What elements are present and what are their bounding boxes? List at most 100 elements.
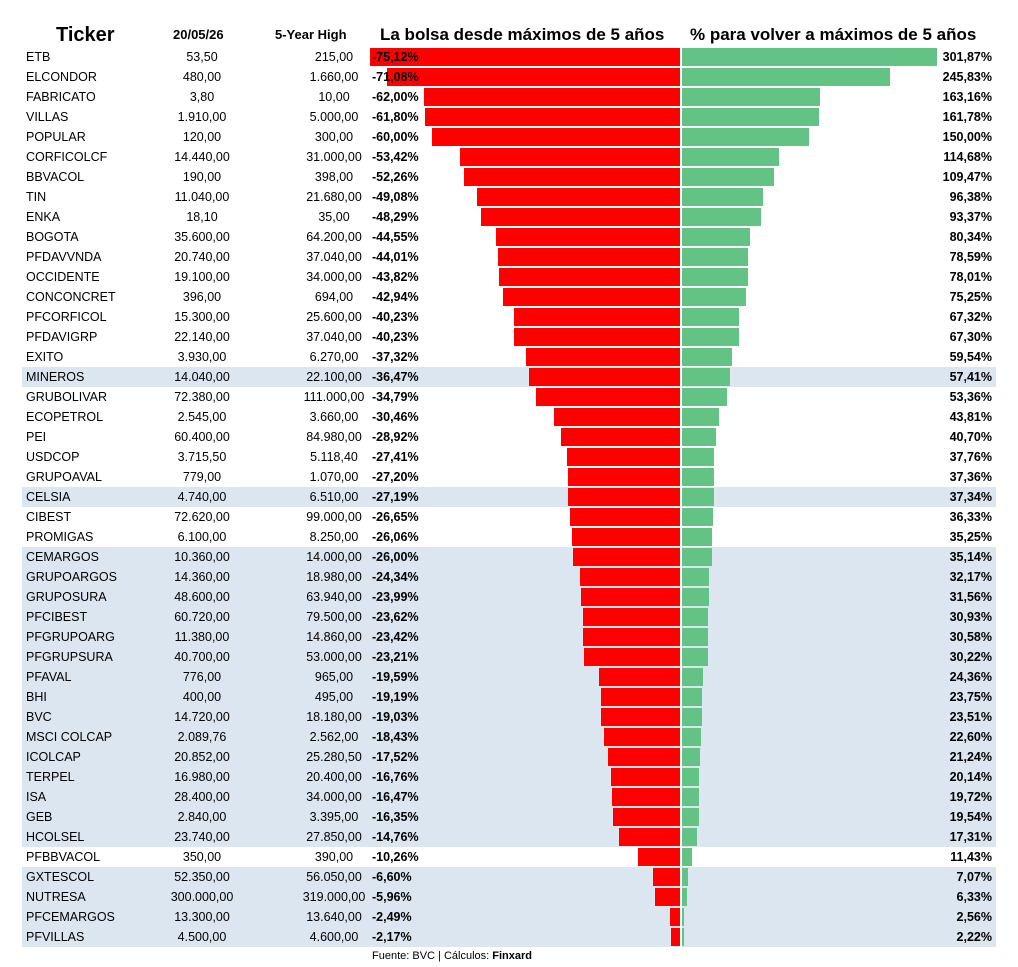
drawdown-label: -23,42% [372,630,419,644]
drawdown-bar [554,408,680,426]
recovery-bar [682,568,710,586]
ticker-cell: CEMARGOS [26,550,99,564]
price-cell: 1.910,00 [177,110,227,124]
drawdown-label: -37,32% [372,350,419,364]
drawdown-bar [464,168,680,186]
ticker-cell: OCCIDENTE [26,270,100,284]
five-year-high-cell: 10,00 [318,90,350,104]
drawdown-bar [610,768,680,786]
recovery-bar [682,748,700,766]
recovery-label: 78,01% [949,270,992,284]
drawdown-label: -28,92% [372,430,419,444]
recovery-label: 245,83% [942,70,992,84]
recovery-bar [682,208,761,226]
recovery-bar [682,908,685,926]
drawdown-bar [671,928,680,946]
table-row: PFGRUPOARG 11.380,00 14.860,00 -23,42% 30,58… [22,627,996,647]
recovery-label: 23,51% [949,710,992,724]
price-cell: 14.360,00 [174,570,230,584]
drawdown-label: -18,43% [372,730,419,744]
recovery-bar [682,468,714,486]
price-cell: 28.400,00 [174,790,230,804]
price-cell: 779,00 [182,470,222,484]
drawdown-label: -24,34% [372,570,419,584]
five-year-high-cell: 6.270,00 [309,350,359,364]
recovery-label: 301,87% [942,50,992,64]
ticker-cell: PFGRUPOARG [26,630,115,644]
drawdown-bar [424,88,680,106]
drawdown-bar [498,248,680,266]
five-year-high-cell: 18.980,00 [306,570,362,584]
drawdown-bar [607,748,680,766]
recovery-bar [682,288,746,306]
drawdown-bar [601,708,680,726]
drawdown-bar [513,328,680,346]
five-year-high-cell: 4.600,00 [309,930,359,944]
price-cell: 72.620,00 [174,510,230,524]
drawdown-bar [536,388,680,406]
drawdown-label: -5,96% [372,890,412,904]
drawdown-label: -71,08% [372,70,419,84]
ticker-cell: TERPEL [26,770,75,784]
table-row: PFGRUPSURA 40.700,00 53.000,00 -23,21% 30,22… [22,647,996,667]
ticker-cell: PFBBVACOL [26,850,101,864]
five-year-high-cell: 18.180,00 [306,710,362,724]
drawdown-label: -14,76% [372,830,419,844]
recovery-bar [682,448,714,466]
recovery-bar [682,768,699,786]
five-year-high-cell: 79.500,00 [306,610,362,624]
table-row: PFDAVVNDA 20.740,00 37.040,00 -44,01% 78,59% [22,247,996,267]
recovery-bar [682,268,748,286]
table-row: TERPEL 16.980,00 20.400,00 -16,76% 20,14% [22,767,996,787]
drawdown-bar [567,468,680,486]
recovery-bar [682,868,688,886]
recovery-bar [682,308,739,326]
recovery-label: 2,22% [956,930,992,944]
ticker-cell: PFGRUPSURA [26,650,113,664]
ticker-cell: NUTRESA [26,890,86,904]
recovery-bar [682,48,937,66]
price-cell: 120,00 [182,130,222,144]
table-row: CONCONCRET 396,00 694,00 -42,94% 75,25% [22,287,996,307]
five-year-high-cell: 84.980,00 [306,430,362,444]
recovery-label: 31,56% [949,590,992,604]
drawdown-label: -49,08% [372,190,419,204]
recovery-label: 43,81% [949,410,992,424]
table-row: PFCORFICOL 15.300,00 25.600,00 -40,23% 67,32… [22,307,996,327]
recovery-bar [682,488,714,506]
price-cell: 190,00 [182,170,222,184]
table-row: ECOPETROL 2.545,00 3.660,00 -30,46% 43,81% [22,407,996,427]
table-row: ENKA 18,10 35,00 -48,29% 93,37% [22,207,996,227]
table-row: ICOLCAP 20.852,00 25.280,50 -17,52% 21,24% [22,747,996,767]
drawdown-label: -52,26% [372,170,419,184]
recovery-label: 32,17% [949,570,992,584]
price-cell: 16.980,00 [174,770,230,784]
drawdown-label: -27,41% [372,450,419,464]
ticker-cell: ENKA [26,210,61,224]
price-cell: 72.380,00 [174,390,230,404]
recovery-bar [682,108,819,126]
recovery-bar [682,828,697,846]
drawdown-bar [599,668,680,686]
recovery-bar [682,128,809,146]
ticker-cell: GRUPOARGOS [26,570,117,584]
drawdown-label: -44,01% [372,250,419,264]
ticker-cell: VILLAS [26,110,69,124]
recovery-label: 11,43% [950,850,992,864]
recovery-label: 57,41% [949,370,992,384]
recovery-label: 17,31% [949,830,992,844]
recovery-bar [682,628,708,646]
drawdown-label: -16,47% [372,790,419,804]
price-cell: 396,00 [182,290,222,304]
drawdown-chart-title: La bolsa desde máximos de 5 años [380,25,665,44]
drawdown-bar [480,208,680,226]
recovery-label: 96,38% [949,190,992,204]
table-row: PFCEMARGOS 13.300,00 13.640,00 -2,49% 2,56% [22,907,996,927]
recovery-bar [682,728,702,746]
drawdown-label: -42,94% [372,290,419,304]
drawdown-bar [637,848,680,866]
ticker-cell: PEI [26,430,47,444]
drawdown-label: -17,52% [372,750,419,764]
ticker-cell: BOGOTA [26,230,79,244]
five-year-high-cell: 390,00 [314,850,354,864]
